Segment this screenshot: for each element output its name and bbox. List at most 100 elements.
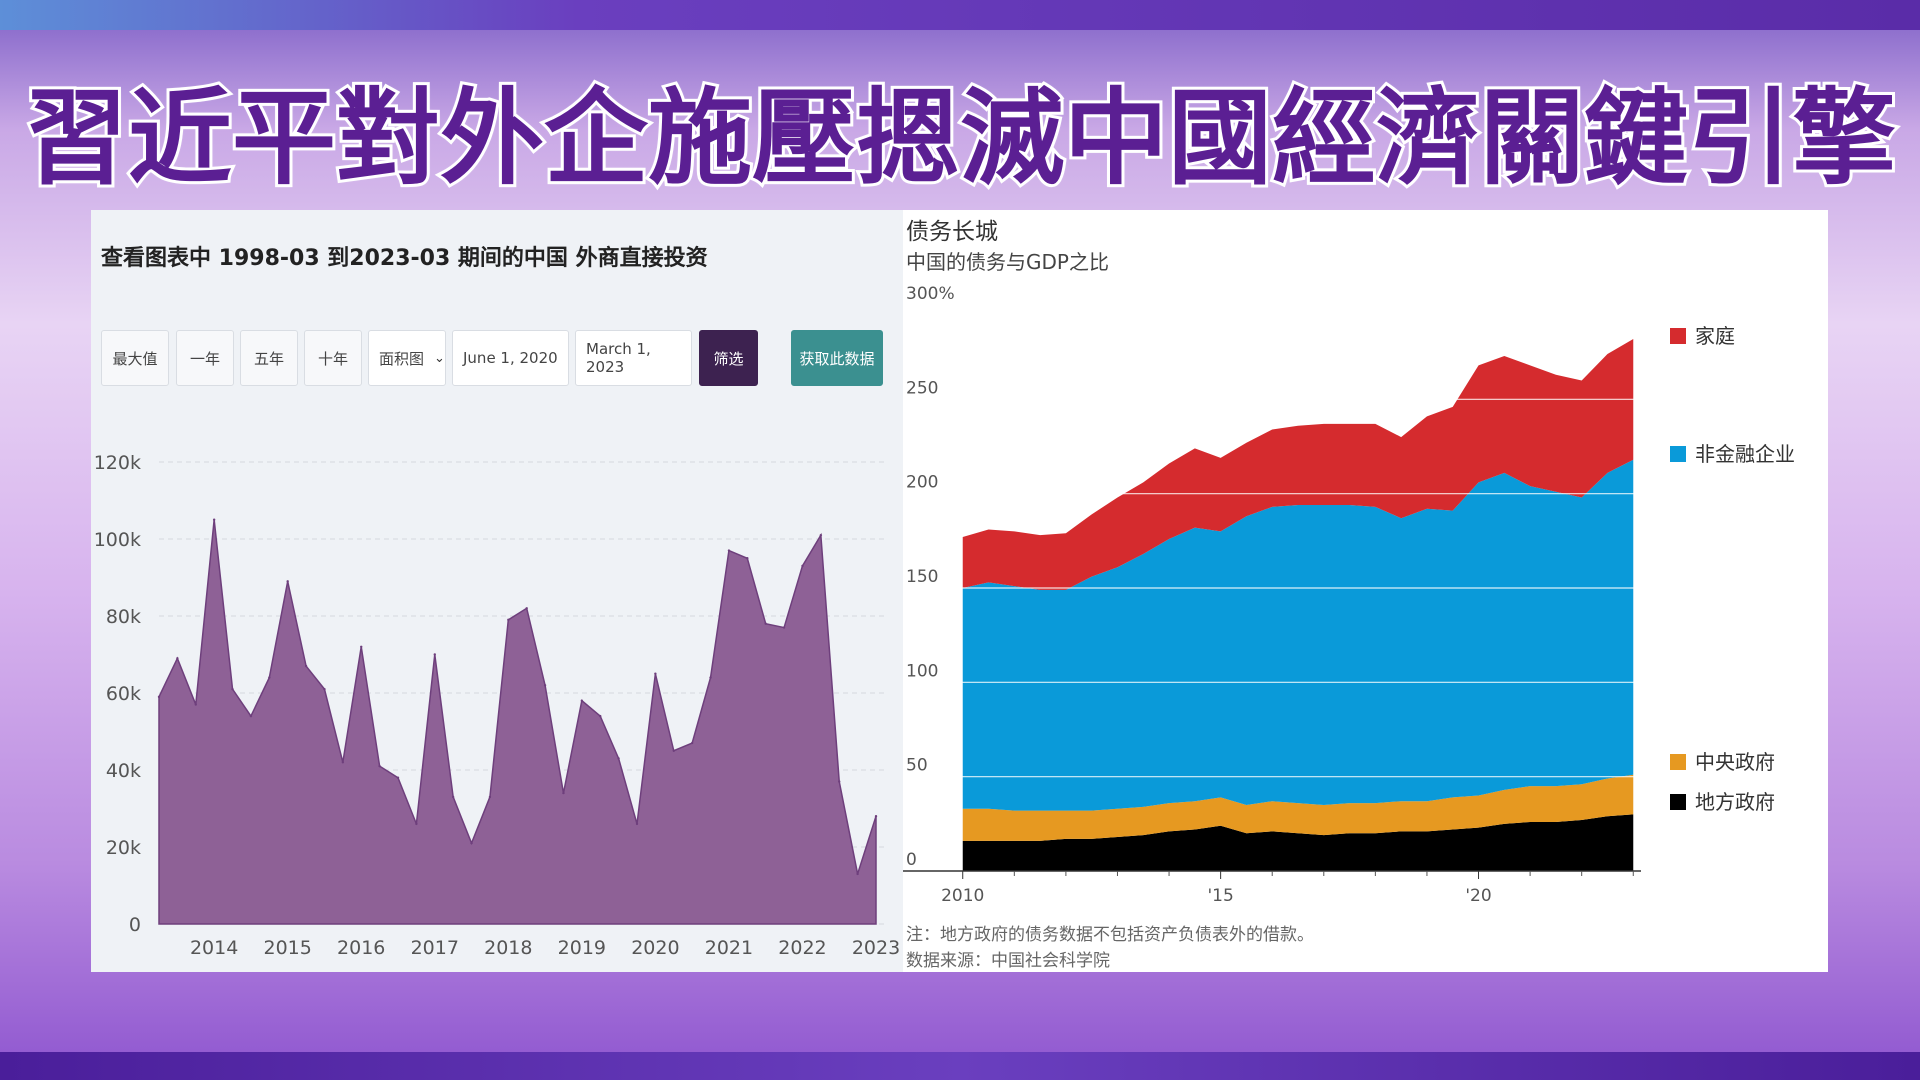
- fdi-data-point: [764, 622, 767, 625]
- fdi-x-tick-label: 2020: [631, 937, 679, 959]
- fdi-data-point: [838, 780, 841, 783]
- fdi-data-point: [654, 672, 657, 675]
- debt-chart-title: 债务长城: [906, 219, 998, 245]
- debt-chart-panel: 债务长城 中国的债务与GDP之比 300% 250 200 150 100 50 0 2010…: [903, 210, 1828, 972]
- debt-y-tick-label: 50: [906, 756, 928, 776]
- fdi-data-point: [268, 676, 271, 679]
- debt-y-tick-label: 250: [906, 378, 938, 398]
- debt-x-tick-label: 2010: [941, 886, 984, 906]
- fdi-data-point: [433, 653, 436, 656]
- fdi-x-tick-label: 2015: [264, 937, 312, 959]
- fdi-data-point: [470, 841, 473, 845]
- fdi-y-tick-label: 0: [129, 914, 141, 936]
- fdi-data-point: [396, 776, 400, 779]
- fdi-data-point: [672, 749, 675, 752]
- fdi-chart-title: 查看图表中 1998-03 到2023-03 期间的中国 外商直接投资: [101, 246, 708, 271]
- debt-area-local-gov: [962, 814, 1634, 871]
- fdi-data-point: [746, 557, 749, 560]
- chart-type-label: 面积图: [379, 349, 425, 368]
- fdi-x-tick-label: 2022: [778, 937, 826, 959]
- debt-chart-source: 数据来源：中国社会科学院: [906, 951, 1110, 971]
- fdi-y-tick-label: 120k: [94, 452, 141, 474]
- fdi-y-tick-label: 20k: [106, 837, 141, 859]
- fdi-data-point: [249, 714, 253, 718]
- fdi-y-tick-label: 100k: [94, 529, 141, 551]
- top-banner-bar: [0, 0, 1920, 30]
- fdi-x-tick-label: 2018: [484, 937, 532, 959]
- fdi-data-point: [194, 703, 197, 706]
- fdi-data-point: [580, 699, 584, 702]
- legend-swatch-household: [1670, 328, 1686, 344]
- fdi-data-point: [709, 676, 712, 679]
- fdi-y-tick-label: 40k: [106, 760, 141, 782]
- ten-year-button[interactable]: 十年: [304, 330, 362, 386]
- fdi-x-tick-label: 2017: [411, 937, 459, 959]
- fdi-data-point: [617, 757, 620, 760]
- fdi-x-tick-label: 2016: [337, 937, 385, 959]
- fdi-data-point: [562, 791, 565, 795]
- fdi-data-point: [157, 695, 161, 699]
- debt-area-central-gov: [962, 774, 1634, 841]
- fdi-x-tick-label: 2014: [190, 937, 238, 959]
- fdi-data-point: [819, 533, 823, 537]
- max-range-button[interactable]: 最大值: [101, 330, 169, 386]
- fdi-data-point: [323, 687, 326, 691]
- chevron-down-icon: ⌄: [434, 350, 445, 366]
- fdi-data-point: [415, 822, 418, 826]
- fdi-chart-panel: 查看图表中 1998-03 到2023-03 期间的中国 外商直接投资 最大值 …: [91, 210, 908, 972]
- debt-chart-subtitle: 中国的债务与GDP之比: [906, 250, 1109, 274]
- five-year-button[interactable]: 五年: [240, 330, 298, 386]
- fdi-data-point: [360, 645, 363, 648]
- debt-y-tick-label: 300%: [906, 284, 955, 304]
- fdi-data-point: [801, 564, 804, 568]
- fdi-y-tick-label: 80k: [106, 606, 141, 628]
- chart-type-select[interactable]: 面积图 ⌄: [368, 330, 446, 386]
- legend-swatch-nonfinancial-corp: [1670, 446, 1686, 462]
- fdi-data-point: [856, 872, 859, 876]
- fdi-data-point: [286, 580, 289, 583]
- legend-swatch-local-gov: [1670, 794, 1686, 810]
- fdi-area-chart: 0 20k 40k 60k 80k 100k 120k 2014 2015 2016 2017 201…: [94, 452, 900, 959]
- debt-area-household: [962, 338, 1634, 590]
- filter-button[interactable]: 筛选: [699, 330, 758, 386]
- debt-y-tick-label: 0: [906, 850, 917, 870]
- fdi-data-point: [727, 549, 731, 552]
- legend-label-nonfinancial-corp: 非金融企业: [1695, 442, 1795, 466]
- fdi-data-point: [507, 618, 510, 622]
- debt-stacked-area-chart: 300% 250 200 150 100 50 0 2010 '15 '20 地方政府 中央政府 非金融…: [903, 284, 1795, 906]
- debt-area-nonfinancial-corp: [962, 459, 1634, 811]
- legend-swatch-central-gov: [1670, 754, 1686, 770]
- get-data-button[interactable]: 获取此数据: [791, 330, 883, 386]
- fdi-data-point: [341, 761, 345, 764]
- fdi-data-point: [635, 822, 639, 826]
- debt-x-tick-label: '15: [1207, 886, 1233, 906]
- debt-x-tick-label: '20: [1465, 886, 1491, 906]
- debt-y-tick-label: 100: [906, 661, 938, 681]
- fdi-data-point: [176, 657, 179, 660]
- fdi-data-point: [543, 684, 547, 687]
- one-year-button[interactable]: 一年: [176, 330, 234, 386]
- fdi-data-point: [690, 741, 694, 745]
- fdi-data-point: [525, 607, 528, 610]
- fdi-data-point: [874, 815, 878, 818]
- fdi-data-point: [488, 795, 492, 799]
- fdi-x-tick-label: 2021: [705, 937, 753, 959]
- fdi-data-point: [212, 518, 216, 521]
- start-date-input[interactable]: June 1, 2020: [452, 330, 569, 386]
- end-date-input[interactable]: March 1, 2023: [575, 330, 692, 386]
- fdi-x-tick-label: 2019: [558, 937, 606, 959]
- fdi-data-point: [378, 764, 381, 768]
- fdi-x-tick-label: 2023: [852, 937, 900, 959]
- headline: 習近平對外企施壓摁滅中國經濟關鍵引擎: [21, 75, 1899, 201]
- legend-label-household: 家庭: [1695, 324, 1735, 348]
- fdi-data-point: [304, 664, 308, 668]
- debt-chart-note: 注：地方政府的债务数据不包括资产负债表外的借款。: [906, 925, 1314, 945]
- fdi-data-point: [231, 687, 234, 691]
- fdi-data-point: [599, 714, 602, 718]
- debt-y-tick-label: 150: [906, 567, 938, 587]
- legend-label-central-gov: 中央政府: [1695, 750, 1775, 774]
- legend-label-local-gov: 地方政府: [1695, 790, 1775, 814]
- fdi-y-tick-label: 60k: [106, 683, 141, 705]
- fdi-data-point: [451, 795, 455, 799]
- debt-y-tick-label: 200: [906, 473, 938, 493]
